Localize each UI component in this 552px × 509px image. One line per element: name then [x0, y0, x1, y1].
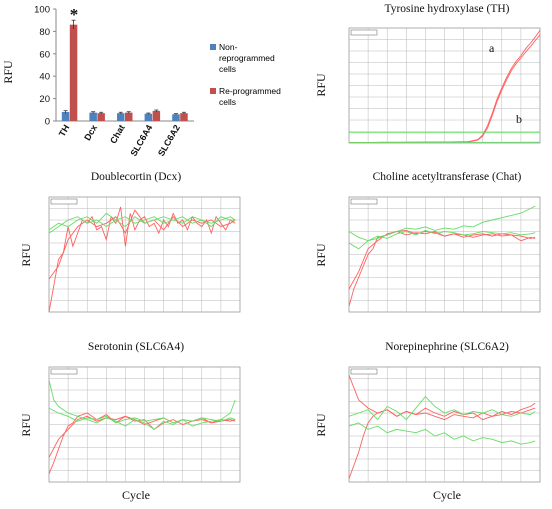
- legend-swatch-non-reprogrammed: [210, 44, 216, 50]
- bar-dcx-reprogrammed: [97, 113, 105, 121]
- panel-title: Tyrosine hydroxylase (TH): [384, 3, 509, 15]
- panel-title: Doublecortin (Dcx): [91, 171, 182, 183]
- mini-legend-box: [50, 198, 78, 205]
- legend-swatch-reprogrammed: [210, 88, 216, 94]
- mini-legend-box: [350, 198, 378, 205]
- legend-label-reprogrammed: Re-programmed cells: [219, 86, 281, 107]
- mini-legend-box: [350, 29, 378, 36]
- line-chart-panels: Tyrosine hydroxylase (TH)RFUDoublecortin…: [19, 3, 541, 483]
- panel-ylabel: RFU: [314, 413, 328, 437]
- series-red2: [348, 375, 536, 421]
- bar-chart-xticks: TH Dcx Chat SLC6A4 SLC6A2: [57, 123, 182, 158]
- mini-legend-box: [50, 368, 78, 375]
- panel-ylabel: RFU: [314, 243, 328, 267]
- cycle-label-left: Cycle: [122, 488, 150, 502]
- bar-y-tick-label: 100: [34, 5, 50, 16]
- series-red1: [48, 206, 236, 313]
- th-annotation-b: b: [516, 112, 522, 126]
- panel-ylabel: RFU: [19, 413, 33, 437]
- line-panel: Choline acetyltransferase (Chat) RFU: [314, 171, 541, 313]
- bar-slc6a2-reprogrammed: [180, 113, 188, 121]
- bar-chart-axes: 0 20 40 60 80 100: [34, 5, 194, 128]
- bar-y-tick-label: 20: [39, 94, 50, 105]
- bar-chat-non-reprogrammed: [117, 113, 125, 121]
- bar-x-tick-label: TH: [57, 123, 72, 138]
- bar-x-tick-label: SLC6A2: [156, 123, 182, 158]
- bar-th-reprogrammed: [69, 24, 78, 121]
- bar-th-non-reprogrammed: [61, 112, 70, 121]
- bar-y-tick-label: 80: [39, 27, 50, 38]
- panel-title: Serotonin (SLC6A4): [88, 341, 184, 353]
- bar-y-tick-label: 60: [39, 49, 50, 60]
- bar-x-tick-label: Dcx: [82, 123, 99, 142]
- bar-y-tick-label: 0: [45, 117, 50, 128]
- series-green2: [48, 212, 236, 231]
- bar-chart-ylabel: RFU: [1, 60, 15, 84]
- panel-title: Norepinephrine (SLC6A2): [385, 341, 509, 353]
- panel-ylabel: RFU: [19, 243, 33, 267]
- line-panel: Tyrosine hydroxylase (TH) RFU: [314, 3, 541, 144]
- panel-ylabel: RFU: [314, 73, 328, 97]
- mini-legend-box: [350, 368, 378, 375]
- bar-dcx-non-reprogrammed: [89, 112, 97, 121]
- series-red2: [348, 231, 536, 290]
- bar-slc6a2-non-reprogrammed: [172, 114, 180, 121]
- bar-y-tick-label: 40: [39, 72, 50, 83]
- line-panel: Doublecortin (Dcx) RFU: [19, 171, 241, 313]
- panel-title: Choline acetyltransferase (Chat): [373, 171, 522, 183]
- series-green2: [48, 407, 236, 424]
- line-panel: Norepinephrine (SLC6A2) RFU: [314, 341, 541, 483]
- series-green2: [348, 229, 536, 250]
- bar-slc6a4-non-reprogrammed: [144, 113, 153, 121]
- cycle-label-right: Cycle: [433, 488, 461, 502]
- series-red1: [348, 402, 536, 479]
- legend-label-non-reprogrammed: Non-reprogrammed cells: [219, 42, 275, 74]
- significance-star: *: [70, 5, 79, 24]
- series-green1: [48, 379, 236, 430]
- series-green2: [348, 422, 536, 445]
- bar-chart-legend: Non-reprogrammed cells Re-programmed cells: [210, 42, 281, 107]
- th-annotation-a: a: [489, 41, 495, 55]
- bar-x-tick-label: SLC6A4: [128, 123, 154, 158]
- bar-chat-reprogrammed: [125, 112, 133, 121]
- series-red1: [48, 412, 236, 474]
- bar-slc6a4-reprogrammed: [152, 110, 161, 121]
- line-panel: Serotonin (SLC6A4) RFU: [19, 341, 241, 483]
- bar-chart-bars: [61, 19, 188, 121]
- bar-x-tick-label: Chat: [108, 123, 127, 145]
- series-green1: [348, 395, 536, 421]
- bar-chart: RFU 0 20 40 60 80 100 TH Dcx Chat SLC6A4 SLC6A2 *…: [1, 5, 281, 158]
